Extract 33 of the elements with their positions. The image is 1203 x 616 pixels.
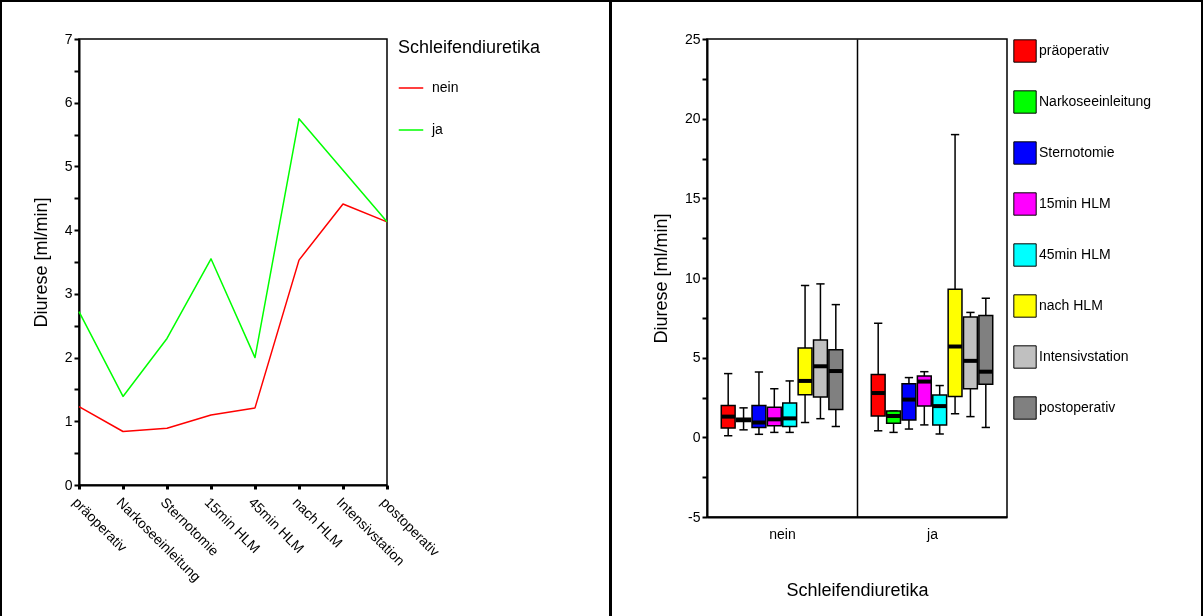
- y-tick-label: 6: [64, 94, 73, 111]
- y-tick-label: 3: [64, 285, 73, 302]
- x-tick-label: ja: [926, 525, 939, 542]
- y-axis-title: Diurese [ml/min]: [650, 213, 671, 344]
- y-tick-label: 2: [64, 349, 73, 366]
- legend-label: Sternotomie: [1039, 144, 1115, 160]
- line-series: [78, 203, 388, 433]
- y-tick-label: 20: [684, 110, 701, 127]
- y-tick-label: 10: [684, 269, 701, 286]
- legend-label: 15min HLM: [1039, 195, 1111, 211]
- legend-label: postoperativ: [1039, 399, 1116, 415]
- y-tick-label: 1: [64, 412, 73, 429]
- x-tick-label: nein: [769, 525, 796, 542]
- line-series: [78, 117, 388, 398]
- y-axis-title: Diurese [ml/min]: [30, 197, 51, 328]
- y-tick-label: 25: [684, 30, 701, 47]
- y-tick-label: 0: [64, 476, 73, 493]
- legend-title: Schleifendiuretika: [398, 37, 542, 57]
- legend-label: nein: [432, 79, 459, 95]
- legend-label: 45min HLM: [1039, 246, 1111, 262]
- y-tick-label: 7: [64, 30, 73, 47]
- y-tick-label: 5: [64, 157, 73, 174]
- x-axis-title: Schleifendiuretika: [786, 579, 930, 600]
- legend-label: Intensivstation: [1039, 348, 1129, 364]
- y-tick-label: 5: [692, 349, 701, 366]
- legend-label: Narkoseeinleitung: [1039, 93, 1152, 109]
- legend-label: präoperativ: [1039, 42, 1110, 58]
- legend-label: ja: [431, 121, 444, 137]
- legend-label: nach HLM: [1039, 297, 1103, 313]
- y-tick-label: 0: [692, 428, 701, 445]
- y-tick-label: -5: [688, 508, 701, 525]
- y-tick-label: 15: [684, 189, 701, 206]
- y-tick-label: 4: [64, 221, 73, 238]
